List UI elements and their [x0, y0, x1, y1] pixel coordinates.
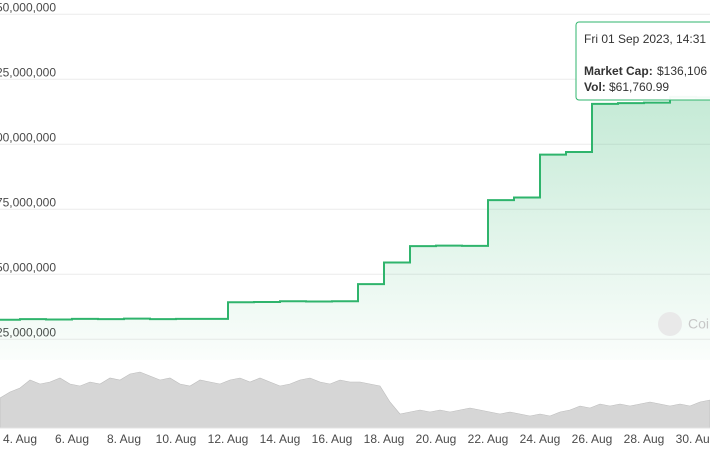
x-tick-label: 24. Aug	[520, 432, 561, 446]
tooltip: Fri 01 Sep 2023, 14:31 Market Cap: $136,…	[575, 21, 710, 101]
x-tick-label: 22. Aug	[468, 432, 509, 446]
x-tick-label: 8. Aug	[107, 432, 141, 446]
x-tick-label: 20. Aug	[416, 432, 457, 446]
y-tick-label: 100,000,000	[0, 130, 56, 144]
y-tick-label: 50,000,000	[0, 260, 56, 274]
tooltip-label: Market Cap:	[584, 64, 653, 78]
x-tick-label: 16. Aug	[312, 432, 353, 446]
x-tick-label: 18. Aug	[364, 432, 405, 446]
y-tick-label: 125,000,000	[0, 65, 56, 79]
watermark-text: Coi	[688, 316, 709, 332]
x-tick-label: 6. Aug	[55, 432, 89, 446]
x-tick-label: 10. Aug	[156, 432, 197, 446]
tooltip-date: Fri 01 Sep 2023, 14:31	[584, 32, 706, 46]
x-tick-label: 30. Aug	[676, 432, 710, 446]
x-tick-label: 4. Aug	[3, 432, 37, 446]
grid: 25,000,00050,000,00075,000,000100,000,00…	[0, 0, 710, 446]
tooltip-value: $136,106	[657, 64, 707, 78]
area-fill	[0, 96, 710, 360]
tooltip-value: $61,760.99	[609, 80, 669, 94]
x-tick-label: 28. Aug	[624, 432, 665, 446]
x-tick-label: 14. Aug	[260, 432, 301, 446]
x-tick-label: 26. Aug	[572, 432, 613, 446]
x-tick-label: 12. Aug	[208, 432, 249, 446]
tooltip-label: Vol:	[584, 80, 606, 94]
plot	[0, 95, 710, 321]
volume-area	[0, 371, 710, 429]
market-cap-line	[0, 95, 710, 321]
watermark: Coi	[658, 312, 709, 336]
y-tick-label: 75,000,000	[0, 195, 56, 209]
y-tick-label: 150,000,000	[0, 0, 56, 14]
